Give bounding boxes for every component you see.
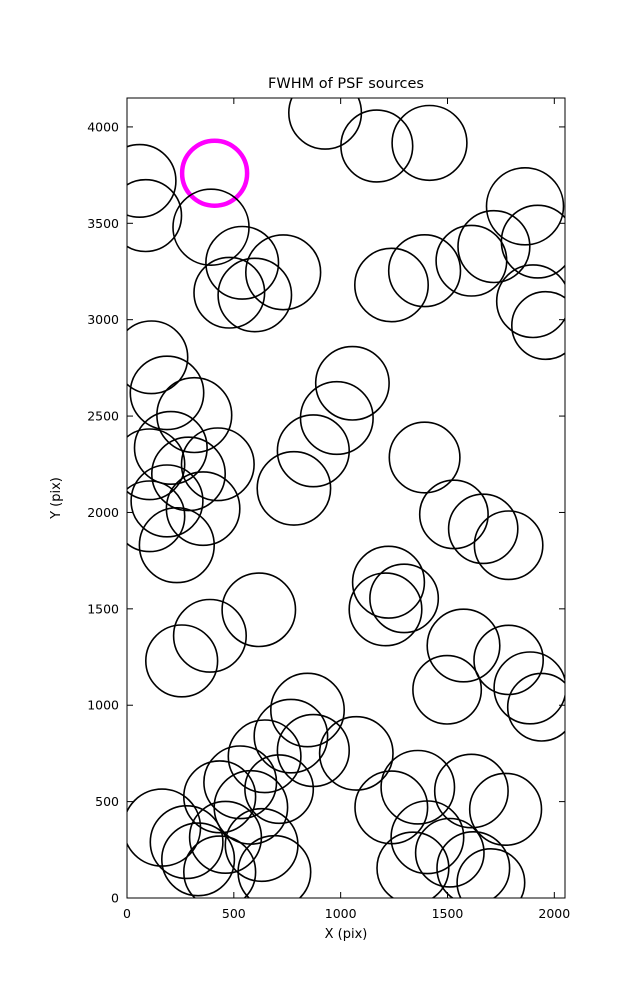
psf-source-circle bbox=[276, 414, 350, 488]
psf-source-circle bbox=[180, 427, 255, 502]
psf-source-circle bbox=[414, 817, 485, 888]
psf-source-circle bbox=[127, 143, 177, 218]
psf-source-circle bbox=[314, 345, 390, 421]
psf-source-circle bbox=[447, 493, 519, 565]
psf-source-circle bbox=[433, 753, 509, 829]
psf-source-circle bbox=[227, 719, 302, 794]
psf-source-circle bbox=[391, 104, 468, 182]
psf-source-circle bbox=[340, 109, 414, 183]
psf-source-circle bbox=[217, 257, 293, 333]
psf-source-circle bbox=[387, 234, 462, 308]
psf-source-circle bbox=[127, 320, 189, 395]
y-tick-label: 500 bbox=[95, 794, 119, 809]
psf-source-circle bbox=[473, 624, 544, 696]
psf-source-circle bbox=[253, 698, 329, 774]
psf-source-circle bbox=[156, 376, 233, 454]
psf-source-circle bbox=[299, 380, 374, 456]
x-axis-label: X (pix) bbox=[325, 927, 368, 942]
psf-source-circle bbox=[149, 804, 224, 880]
psf-source-circle bbox=[130, 464, 204, 538]
psf-source-circle bbox=[351, 545, 426, 619]
psf-source-circle bbox=[506, 672, 565, 742]
psf-source-circle bbox=[468, 772, 543, 846]
psf-source-circle bbox=[318, 715, 394, 791]
psf-source-circle bbox=[183, 835, 257, 898]
psf-source-circle bbox=[127, 178, 183, 253]
psf-source-circle bbox=[426, 608, 501, 683]
y-tick-label: 1500 bbox=[87, 601, 119, 616]
psf-source-circle bbox=[380, 749, 456, 825]
psf-source-circle bbox=[457, 209, 531, 284]
psf-source-circle bbox=[495, 264, 565, 339]
psf-source-circle bbox=[256, 450, 332, 526]
psf-source-circle bbox=[193, 256, 266, 329]
y-tick-label: 2500 bbox=[87, 409, 119, 424]
y-tick-label: 1000 bbox=[87, 698, 119, 713]
psf-source-circle bbox=[182, 760, 257, 834]
psf-source-circle bbox=[412, 654, 483, 725]
psf-source-circle bbox=[224, 807, 299, 883]
psf-source-circle bbox=[133, 410, 208, 486]
psf-source-circle bbox=[388, 421, 461, 494]
psf-source-circle bbox=[151, 436, 227, 512]
psf-source-circle bbox=[511, 290, 565, 361]
psf-source-circle bbox=[418, 479, 489, 550]
psf-source-circle bbox=[436, 831, 511, 898]
axes-frame bbox=[126, 97, 566, 899]
plot-title: FWHM of PSF sources bbox=[268, 76, 424, 92]
psf-source-circle bbox=[244, 754, 315, 825]
x-tick-label: 0 bbox=[123, 906, 131, 921]
x-tick-label: 1000 bbox=[325, 906, 357, 921]
x-tick-label: 1500 bbox=[432, 906, 464, 921]
psf-source-circle bbox=[369, 563, 440, 634]
psf-source-circle bbox=[205, 225, 280, 300]
y-tick-label: 0 bbox=[111, 891, 119, 906]
ticks-layer: 0 500 1000 1500 2000 0 500 1000 1500 2000 2500 3000… bbox=[87, 98, 570, 921]
y-axis-label: Y (pix) bbox=[49, 477, 64, 520]
psf-source-circle bbox=[172, 598, 247, 673]
psf-source-circle bbox=[203, 745, 278, 820]
y-tick-label: 3500 bbox=[87, 216, 119, 231]
circles-layer bbox=[127, 98, 565, 898]
psf-source-circle bbox=[138, 507, 215, 584]
y-tick-label: 4000 bbox=[87, 119, 119, 134]
psf-source-circle bbox=[221, 572, 297, 648]
psf-source-circle bbox=[144, 624, 219, 698]
psf-source-circle bbox=[390, 800, 465, 875]
x-tick-label: 500 bbox=[222, 906, 246, 921]
y-tick-label: 3000 bbox=[87, 312, 119, 327]
psf-source-circle bbox=[473, 510, 544, 581]
psf-source-circle bbox=[245, 234, 322, 311]
psf-source-circle bbox=[269, 672, 345, 748]
psf-source-circle bbox=[435, 224, 508, 297]
psf-source-circle bbox=[493, 651, 565, 725]
psf-source-circle bbox=[161, 822, 236, 897]
y-tick-label: 2000 bbox=[87, 505, 119, 520]
psf-source-circle bbox=[127, 428, 186, 501]
psf-source-circle bbox=[127, 480, 186, 553]
psf-source-circle bbox=[456, 848, 526, 898]
psf-source-circle bbox=[485, 167, 565, 246]
psf-source-circle bbox=[348, 572, 423, 647]
highlighted-psf-source-circle bbox=[179, 138, 250, 208]
psf-source-circle bbox=[353, 247, 429, 323]
psf-source-circle bbox=[129, 355, 205, 431]
psf-source-circle bbox=[276, 713, 350, 788]
x-tick-label: 2000 bbox=[538, 906, 570, 921]
psf-source-circle bbox=[376, 831, 450, 898]
psf-source-circle bbox=[237, 834, 312, 898]
